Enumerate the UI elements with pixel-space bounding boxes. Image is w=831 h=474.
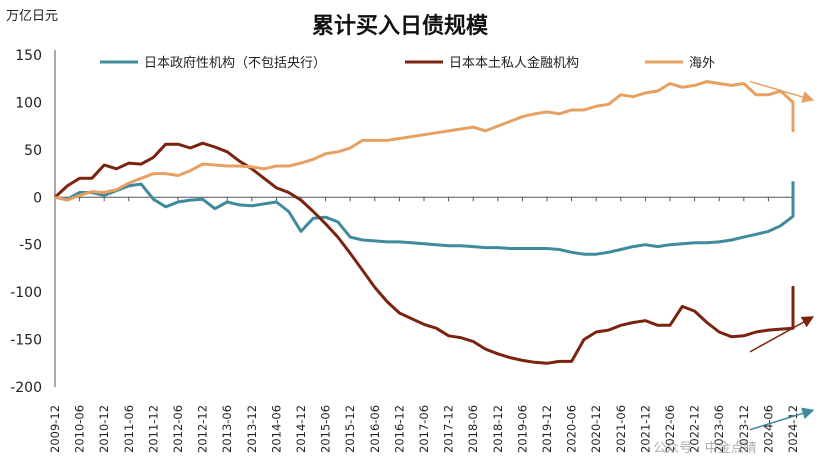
x-tick-label: 2014-06 [269,405,283,453]
trend-arrow-0 [749,407,815,431]
x-tick-label: 2021-06 [614,405,628,453]
watermark: 公众号 · 中金点睛 [653,440,756,456]
y-tick-label: 0 [33,190,42,206]
y-tick-label: -100 [10,285,42,301]
y-tick-label: 150 [15,48,42,64]
y-tick-label: 50 [24,143,42,159]
x-tick-label: 2019-06 [515,405,529,453]
unit-label: 万亿日元 [6,9,58,24]
x-tick-label: 2021-12 [638,405,652,453]
x-tick-label: 2009-12 [48,405,62,453]
x-tick-label: 2019-12 [540,405,554,453]
x-tick-label: 2020-12 [589,405,603,453]
y-tick-label: 100 [15,95,42,111]
series-line-0 [54,181,795,256]
series-line-1 [53,141,795,365]
x-tick-label: 2010-12 [97,405,111,453]
series-line-2 [54,80,795,202]
x-tick-label: 2018-06 [466,405,480,453]
x-tick-label: 2022-12 [688,405,702,453]
series-lines [53,80,795,365]
x-tick-label: 2023-12 [737,405,751,453]
y-tick-label: -150 [10,333,42,349]
x-tick-label: 2010-06 [73,405,87,453]
trend-arrow-1 [749,316,815,353]
y-axis: 150 100 50 0 -50 -100 -150 -200 [10,48,42,396]
x-tick-label: 2016-12 [392,405,406,453]
x-axis: 2009-12 2010-06 2010-12 2011-06 2011-12 2012-… [48,50,800,453]
x-tick-label: 2017-06 [417,405,431,453]
x-tick-label: 2013-06 [220,405,234,453]
x-tick-label: 2015-06 [319,405,333,453]
x-tick-label: 2012-12 [196,405,210,453]
x-tick-label: 2022-06 [663,405,677,453]
x-tick-label: 2023-06 [712,405,726,453]
trend-arrow-2 [749,80,815,103]
x-tick-label: 2020-06 [565,405,579,453]
x-tick-label: 2011-12 [146,405,160,453]
x-tick-label: 2012-06 [171,405,185,453]
x-tick-label: 2017-12 [442,405,456,453]
legend: 日本政府性机构（不包括央行） 日本本土私人金融机构 海外 [100,55,715,71]
x-tick-label: 2013-12 [245,405,259,453]
chart-title: 累计买入日债规模 [312,14,489,39]
x-tick-label: 2011-06 [122,405,136,453]
x-tick-label: 2018-12 [491,405,505,453]
trend-arrows [749,80,815,431]
x-tick-label: 2015-12 [343,405,357,453]
x-tick-label: 2014-12 [294,405,308,453]
legend-label: 海外 [689,56,715,71]
x-tick-label: 2024-06 [761,405,775,453]
y-tick-label: -200 [10,380,42,396]
x-tick-label: 2024-12 [786,405,800,453]
y-tick-label: -50 [19,238,42,254]
legend-label: 日本本土私人金融机构 [449,55,579,71]
legend-label: 日本政府性机构（不包括央行） [144,56,326,71]
x-tick-label: 2016-06 [368,405,382,453]
